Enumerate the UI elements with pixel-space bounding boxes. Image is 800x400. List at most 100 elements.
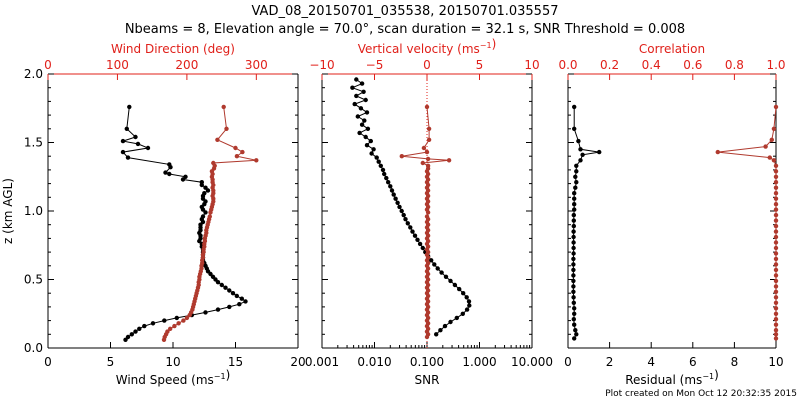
data-point — [773, 317, 779, 322]
data-point — [135, 141, 141, 147]
data-point — [420, 245, 425, 251]
data-point — [371, 147, 376, 152]
data-point — [415, 237, 420, 242]
series-line — [351, 79, 470, 335]
data-point — [233, 145, 238, 151]
data-point — [254, 158, 259, 163]
data-point — [399, 154, 404, 159]
data-point — [457, 286, 462, 292]
data-point — [446, 158, 452, 163]
data-point — [350, 85, 355, 90]
data-point — [380, 167, 386, 173]
data-point — [572, 311, 577, 316]
data-point — [224, 126, 229, 131]
data-point — [352, 101, 357, 107]
x-bottom-tick-label: 1.000 — [462, 355, 496, 369]
data-point — [215, 280, 221, 285]
data-point — [773, 196, 779, 201]
data-point — [466, 299, 472, 304]
data-point — [208, 210, 213, 215]
y-axis-label: z (km AGL) — [1, 178, 15, 244]
data-point — [571, 229, 576, 234]
data-point — [773, 163, 779, 168]
data-point — [386, 180, 391, 185]
x-bottom-tick-label: 2 — [606, 355, 614, 369]
data-point — [773, 267, 779, 273]
data-point — [571, 284, 576, 289]
data-point — [573, 185, 578, 190]
data-point — [773, 284, 779, 289]
data-point — [219, 282, 224, 288]
data-point — [464, 307, 470, 312]
data-point — [571, 289, 576, 294]
x-top-tick-label: 0.4 — [642, 58, 661, 72]
data-point — [184, 315, 190, 321]
data-point — [133, 134, 138, 140]
x-bottom-axis-label: SNR — [415, 373, 440, 387]
data-point — [773, 104, 779, 110]
data-point — [397, 204, 402, 210]
data-point — [571, 212, 576, 218]
data-point — [374, 155, 379, 160]
data-point — [767, 155, 772, 160]
x-bottom-axis-label: Wind Speed (ms−1) — [116, 368, 231, 387]
y-tick-label: 0.0 — [24, 341, 43, 355]
data-point — [572, 191, 577, 196]
data-point — [361, 89, 366, 95]
data-point — [571, 317, 576, 322]
data-point — [388, 184, 393, 189]
data-point — [168, 326, 173, 331]
data-point — [571, 256, 576, 262]
data-point — [571, 267, 576, 273]
panel-3: 0 2 4 6 8 10 Residual (ms−1) 0.0 0.2 0.4 0.6 0.8 1.0… — [558, 42, 785, 387]
data-point — [773, 180, 779, 185]
data-point — [773, 311, 779, 316]
x-bottom-axis-label: Residual (ms−1) — [625, 368, 719, 387]
series-red — [399, 104, 452, 340]
data-point — [448, 319, 453, 325]
data-point — [572, 207, 577, 212]
data-point — [572, 196, 577, 201]
data-point — [771, 158, 777, 163]
data-point — [773, 207, 779, 212]
data-point — [442, 323, 448, 329]
y-tick-label: 1.0 — [24, 204, 43, 218]
data-point — [354, 77, 359, 82]
data-point — [571, 234, 576, 240]
x-bottom-tick-label: 20 — [290, 355, 305, 369]
x-top-axis-label: Wind Direction (deg) — [111, 42, 235, 56]
series-black — [120, 104, 248, 342]
series-line — [163, 106, 257, 340]
data-point — [125, 155, 131, 160]
data-point — [162, 318, 167, 323]
data-point — [163, 170, 168, 175]
data-point — [773, 174, 779, 179]
data-point — [573, 174, 578, 179]
data-point — [571, 223, 576, 229]
data-point — [417, 241, 423, 247]
data-point — [410, 229, 415, 234]
data-point — [715, 149, 720, 155]
data-point — [420, 160, 425, 166]
y-tick-label: 1.5 — [24, 136, 43, 150]
x-top-tick-label: 300 — [245, 58, 268, 72]
x-bottom-tick-label: 5 — [107, 355, 115, 369]
data-point — [391, 192, 396, 197]
data-point — [571, 295, 576, 300]
data-point — [227, 304, 232, 310]
data-point — [227, 288, 232, 293]
data-point — [571, 278, 576, 284]
data-point — [773, 273, 779, 278]
data-point — [578, 147, 583, 152]
x-top-tick-label: 0.0 — [558, 58, 577, 72]
data-point — [578, 158, 583, 163]
data-point — [161, 337, 167, 342]
data-point — [199, 182, 204, 188]
data-point — [448, 278, 453, 284]
data-point — [571, 262, 576, 267]
data-point — [363, 134, 368, 140]
x-bottom-tick-label: 15 — [228, 355, 243, 369]
data-point — [142, 323, 147, 329]
x-bottom-tick-label: 10 — [768, 355, 783, 369]
